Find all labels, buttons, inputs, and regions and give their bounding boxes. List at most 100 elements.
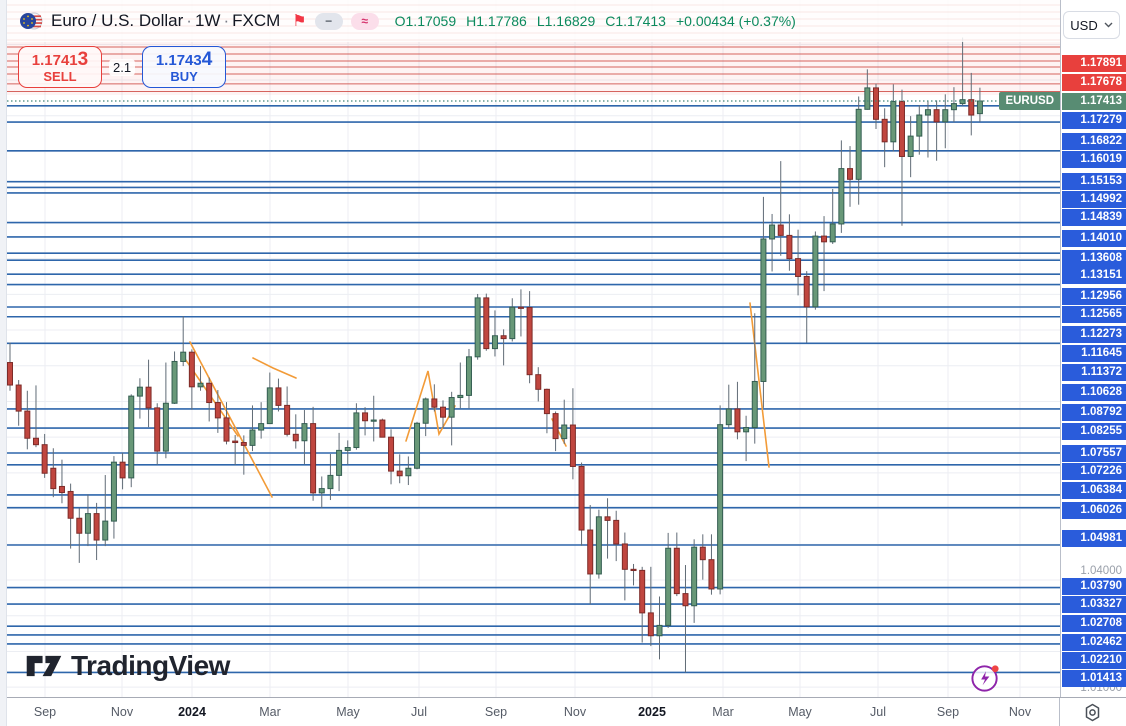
price-level-label[interactable]: 1.08792 <box>1062 403 1126 421</box>
price-level-label[interactable]: 1.14992 <box>1062 190 1126 208</box>
candle-body[interactable] <box>67 490 74 519</box>
candle-body[interactable] <box>630 568 637 572</box>
candle-body[interactable] <box>682 593 689 607</box>
candle-body[interactable] <box>258 423 265 431</box>
candle-body[interactable] <box>907 135 914 157</box>
candle-body[interactable] <box>803 275 810 308</box>
candle-body[interactable] <box>691 546 698 607</box>
candle-body[interactable] <box>864 87 871 110</box>
candle-body[interactable] <box>266 387 273 425</box>
candle-body[interactable] <box>102 520 109 541</box>
candle-body[interactable] <box>414 422 421 469</box>
candle-body[interactable] <box>162 402 169 452</box>
price-level-label[interactable]: 1.12273 <box>1062 325 1126 343</box>
candle-body[interactable] <box>743 427 750 433</box>
candle-body[interactable] <box>942 109 949 123</box>
candle-body[interactable] <box>214 402 221 419</box>
candle-body[interactable] <box>976 100 983 115</box>
price-level-label[interactable]: 1.14839 <box>1062 208 1126 226</box>
candle-body[interactable] <box>838 168 845 225</box>
candle-body[interactable] <box>665 547 672 626</box>
price-level-label[interactable]: 1.12956 <box>1062 287 1126 305</box>
drawing-zigzag[interactable] <box>405 370 456 442</box>
candle-body[interactable] <box>751 380 758 429</box>
candle-body[interactable] <box>440 406 446 418</box>
candle-body[interactable] <box>483 297 490 350</box>
candle-body[interactable] <box>873 87 879 120</box>
candle-body[interactable] <box>206 382 213 404</box>
candle-body[interactable] <box>517 306 524 309</box>
candle-body[interactable] <box>223 417 230 442</box>
candle-body[interactable] <box>474 297 481 358</box>
time-axis[interactable]: Sep Nov 2024 Mar May Jul Sep Nov 2025 Mar May Jul Se… <box>0 697 1126 726</box>
candle-body[interactable] <box>898 100 905 157</box>
price-level-label[interactable]: 1.17678 <box>1062 73 1126 91</box>
candle-body[interactable] <box>725 408 732 426</box>
approx-indicator-icon[interactable]: ≈ <box>350 12 379 30</box>
candle-body[interactable] <box>197 382 204 388</box>
candle-body[interactable] <box>15 384 22 412</box>
drawing-trend-line[interactable] <box>189 341 273 498</box>
candle-body[interactable] <box>136 386 143 397</box>
candle-body[interactable] <box>431 398 438 408</box>
candle-body[interactable] <box>734 408 741 433</box>
candle-body[interactable] <box>604 516 611 521</box>
candle-body[interactable] <box>180 351 187 362</box>
candle-body[interactable] <box>110 461 117 522</box>
candle-body[interactable] <box>916 114 923 137</box>
candle-body[interactable] <box>543 388 550 415</box>
buy-button[interactable]: 1.17434 BUY <box>142 46 227 88</box>
price-level-label[interactable]: 1.03790 <box>1062 577 1126 595</box>
candle-body[interactable] <box>336 449 343 476</box>
candle-body[interactable] <box>639 569 646 614</box>
candle-body[interactable] <box>613 519 620 545</box>
candle-body[interactable] <box>24 410 31 439</box>
flag-icon[interactable]: ⚑ <box>292 13 307 30</box>
candle-body[interactable] <box>786 234 793 260</box>
collapsed-drawing-toolbar[interactable] <box>0 0 7 726</box>
sell-button[interactable]: 1.17413 SELL <box>18 46 102 88</box>
price-level-label[interactable]: 1.14010 <box>1062 229 1126 247</box>
candle-body[interactable] <box>699 546 706 561</box>
drawing-trend-line[interactable] <box>749 302 770 468</box>
candle-body[interactable] <box>535 374 542 390</box>
price-level-label[interactable]: 1.03327 <box>1062 595 1126 613</box>
interval-label[interactable]: 1W <box>194 11 221 30</box>
price-level-label[interactable]: 1.12565 <box>1062 305 1126 323</box>
price-level-label[interactable]: 1.08255 <box>1062 422 1126 440</box>
candle-body[interactable] <box>465 356 472 396</box>
candle-body[interactable] <box>950 103 957 111</box>
price-level-label[interactable]: 1.16019 <box>1062 150 1126 168</box>
price-level-label[interactable]: 1.07557 <box>1062 444 1126 462</box>
candle-body[interactable] <box>310 423 317 494</box>
candle-body[interactable] <box>405 467 412 477</box>
candle-body[interactable] <box>7 362 13 386</box>
candle-body[interactable] <box>855 108 862 180</box>
candle-body[interactable] <box>812 235 819 308</box>
candle-body[interactable] <box>188 351 195 388</box>
candle-body[interactable] <box>327 474 334 490</box>
candle-body[interactable] <box>769 224 776 240</box>
candle-body[interactable] <box>249 429 256 446</box>
candle-body[interactable] <box>275 387 282 406</box>
price-level-label[interactable]: 1.04981 <box>1062 529 1126 547</box>
currency-selector[interactable]: USD <box>1063 11 1120 39</box>
candle-body[interactable] <box>708 559 715 590</box>
price-level-label[interactable]: 1.10628 <box>1062 383 1126 401</box>
candle-body[interactable] <box>50 467 57 490</box>
drawing-zigzag[interactable] <box>252 357 297 379</box>
candle-body[interactable] <box>847 168 854 180</box>
candle-body[interactable] <box>569 424 576 467</box>
candle-body[interactable] <box>509 306 516 340</box>
chart-canvas[interactable] <box>0 0 1126 697</box>
candle-body[interactable] <box>552 413 559 440</box>
candle-body[interactable] <box>881 118 888 143</box>
candle-body[interactable] <box>388 436 395 472</box>
candle-body[interactable] <box>232 440 239 444</box>
candle-body[interactable] <box>353 412 360 449</box>
price-level-label[interactable]: 1.13608 <box>1062 249 1126 267</box>
candle-body[interactable] <box>760 238 767 382</box>
candle-body[interactable] <box>587 529 594 575</box>
axis-settings-gear-icon[interactable] <box>1082 702 1103 723</box>
candle-body[interactable] <box>500 335 507 340</box>
